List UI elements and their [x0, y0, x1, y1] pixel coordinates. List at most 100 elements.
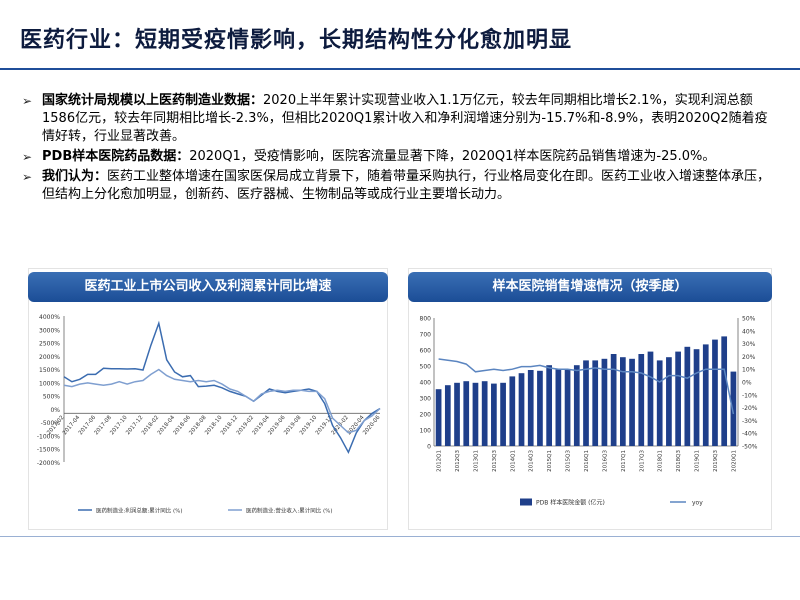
bullet-text: 医药工业整体增速在国家医保局成立背景下，随着带量采购执行，行业格局变化在即。医药…: [42, 169, 771, 202]
y-left-tick-label: 400: [420, 380, 432, 387]
bar: [435, 389, 442, 446]
bar: [629, 358, 635, 446]
y-tick-label: -500%: [41, 420, 61, 427]
bullet-list: ➢ 国家统计局规模以上医药制造业数据：2020上半年累计实现营业收入1.1万亿元…: [20, 92, 780, 206]
page-title: 医药行业：短期受疫情影响，长期结构性分化愈加明显: [20, 28, 573, 53]
y-right-tick-label: -40%: [742, 431, 758, 438]
bullet-item: ➢ 我们认为：医药工业整体增速在国家医保局成立背景下，随着带量采购执行，行业格局…: [20, 168, 780, 204]
bar: [509, 376, 516, 446]
bullet-text: 2020上半年累计实现营业收入1.1万亿元，较去年同期相比增长2.1%，实现利润…: [42, 93, 768, 144]
title-divider: [0, 68, 800, 70]
bar: [444, 385, 451, 446]
y-right-tick-label: 40%: [742, 328, 756, 335]
bar: [592, 360, 599, 446]
bar: [619, 357, 626, 446]
bar: [463, 381, 470, 446]
x-tick-label: 2015Q3: [566, 450, 572, 472]
x-tick-label: 2014Q1: [510, 450, 516, 472]
x-tick-label: 2019Q1: [695, 450, 701, 472]
y-left-tick-label: 500: [420, 364, 432, 371]
x-tick-label: 2013Q3: [492, 450, 498, 472]
bar: [555, 369, 562, 446]
y-tick-label: -1500%: [37, 447, 60, 454]
x-tick-label: 2012Q1: [437, 450, 443, 472]
y-tick-label: -1000%: [37, 433, 60, 440]
bar: [573, 365, 580, 446]
bullet-text: 2020Q1，受疫情影响，医院客流量显著下降，2020Q1样本医院药品销售增速为…: [189, 149, 716, 164]
x-tick-label: 2015Q1: [547, 450, 553, 472]
y-tick-label: 2500%: [39, 341, 60, 348]
right-chart-panel: [408, 268, 772, 530]
bar: [610, 354, 617, 446]
legend-label: PDB 样本医院金额 (亿元): [536, 499, 605, 507]
y-left-tick-label: 800: [420, 316, 432, 323]
bullet-item: ➢ 国家统计局规模以上医药制造业数据：2020上半年累计实现营业收入1.1万亿元…: [20, 92, 780, 146]
left-chart-panel: [28, 268, 388, 530]
bar: [721, 336, 728, 446]
right-bar-chart: 800 700 600 500 400 300 200 100 0 50% 40% 30% 20% 10%…: [420, 316, 758, 507]
y-left-tick-label: 100: [420, 428, 432, 435]
bar: [518, 373, 525, 446]
legend-label: 医药制造业:利润总额:累计同比 (%): [96, 507, 182, 515]
x-tick-label: 2014Q3: [529, 450, 535, 472]
bar: [702, 344, 709, 446]
legend-label: 医药制造业:营业收入:累计同比 (%): [246, 507, 332, 515]
left-line-chart: 4000% 3000% 2500% 2000% 1500% 1000% 500% 0% -500…: [37, 314, 382, 515]
x-tick-label: 2018Q1: [658, 450, 664, 472]
x-tick-label: 2012Q3: [455, 450, 461, 472]
x-tick-label: 2017Q1: [621, 450, 627, 472]
bar: [481, 381, 488, 446]
y-tick-label: 0%: [50, 407, 60, 414]
y-right-tick-label: -30%: [742, 418, 758, 425]
y-left-tick-label: 300: [420, 396, 432, 403]
bar: [583, 360, 589, 446]
arrow-bullet-icon: ➢: [22, 150, 33, 164]
y-tick-label: 1000%: [39, 380, 60, 387]
bar: [546, 365, 553, 446]
bar: [675, 351, 681, 446]
y-tick-label: -2000%: [37, 460, 60, 467]
right-chart-title: 样本医院销售增速情况（按季度）: [408, 272, 772, 302]
bar: [638, 354, 645, 446]
x-tick-label: 2020-06: [362, 414, 382, 436]
bar: [500, 382, 506, 446]
bar: [564, 370, 571, 446]
bullet-lead: PDB样本医院药品数据：: [42, 149, 190, 164]
bar: [491, 383, 497, 446]
bullet-lead: 我们认为：: [42, 169, 108, 184]
bar: [684, 346, 691, 446]
y-right-tick-label: -50%: [742, 444, 758, 451]
y-left-tick-label: 200: [420, 412, 432, 419]
bar: [454, 382, 460, 446]
bar: [730, 371, 737, 446]
bar: [647, 351, 654, 446]
y-tick-label: 2000%: [39, 354, 60, 361]
y-tick-label: 1500%: [39, 367, 60, 374]
yoy-line: [438, 358, 735, 415]
footer-divider: [0, 536, 800, 537]
x-tick-label: 2013Q1: [473, 450, 479, 472]
legend-swatch-bar: [520, 498, 532, 506]
legend-label: yoy: [692, 500, 703, 507]
y-right-tick-label: 50%: [742, 316, 756, 323]
y-right-tick-label: -10%: [742, 392, 758, 399]
bar: [712, 339, 718, 446]
y-left-tick-label: 0: [427, 444, 431, 451]
bar: [527, 370, 534, 446]
bar: [601, 358, 608, 446]
arrow-bullet-icon: ➢: [22, 94, 33, 108]
bullet-item: ➢ PDB样本医院药品数据：2020Q1，受疫情影响，医院客流量显著下降，202…: [20, 148, 780, 166]
x-tick-label: 2017Q3: [639, 450, 645, 472]
y-right-tick-label: -20%: [742, 405, 758, 412]
y-tick-label: 4000%: [39, 314, 60, 321]
x-tick-label: 2020Q1: [731, 450, 737, 472]
left-chart-title: 医药工业上市公司收入及利润累计同比增速: [28, 272, 388, 302]
y-right-tick-label: 30%: [742, 341, 756, 348]
x-tick-label: 2019Q3: [713, 450, 719, 472]
x-tick-label: 2018Q3: [676, 450, 682, 472]
series-line-2: [63, 368, 381, 434]
bullet-lead: 国家统计局规模以上医药制造业数据：: [42, 93, 264, 108]
y-tick-label: 3000%: [39, 327, 60, 334]
arrow-bullet-icon: ➢: [22, 170, 33, 184]
y-right-tick-label: 20%: [742, 354, 756, 361]
